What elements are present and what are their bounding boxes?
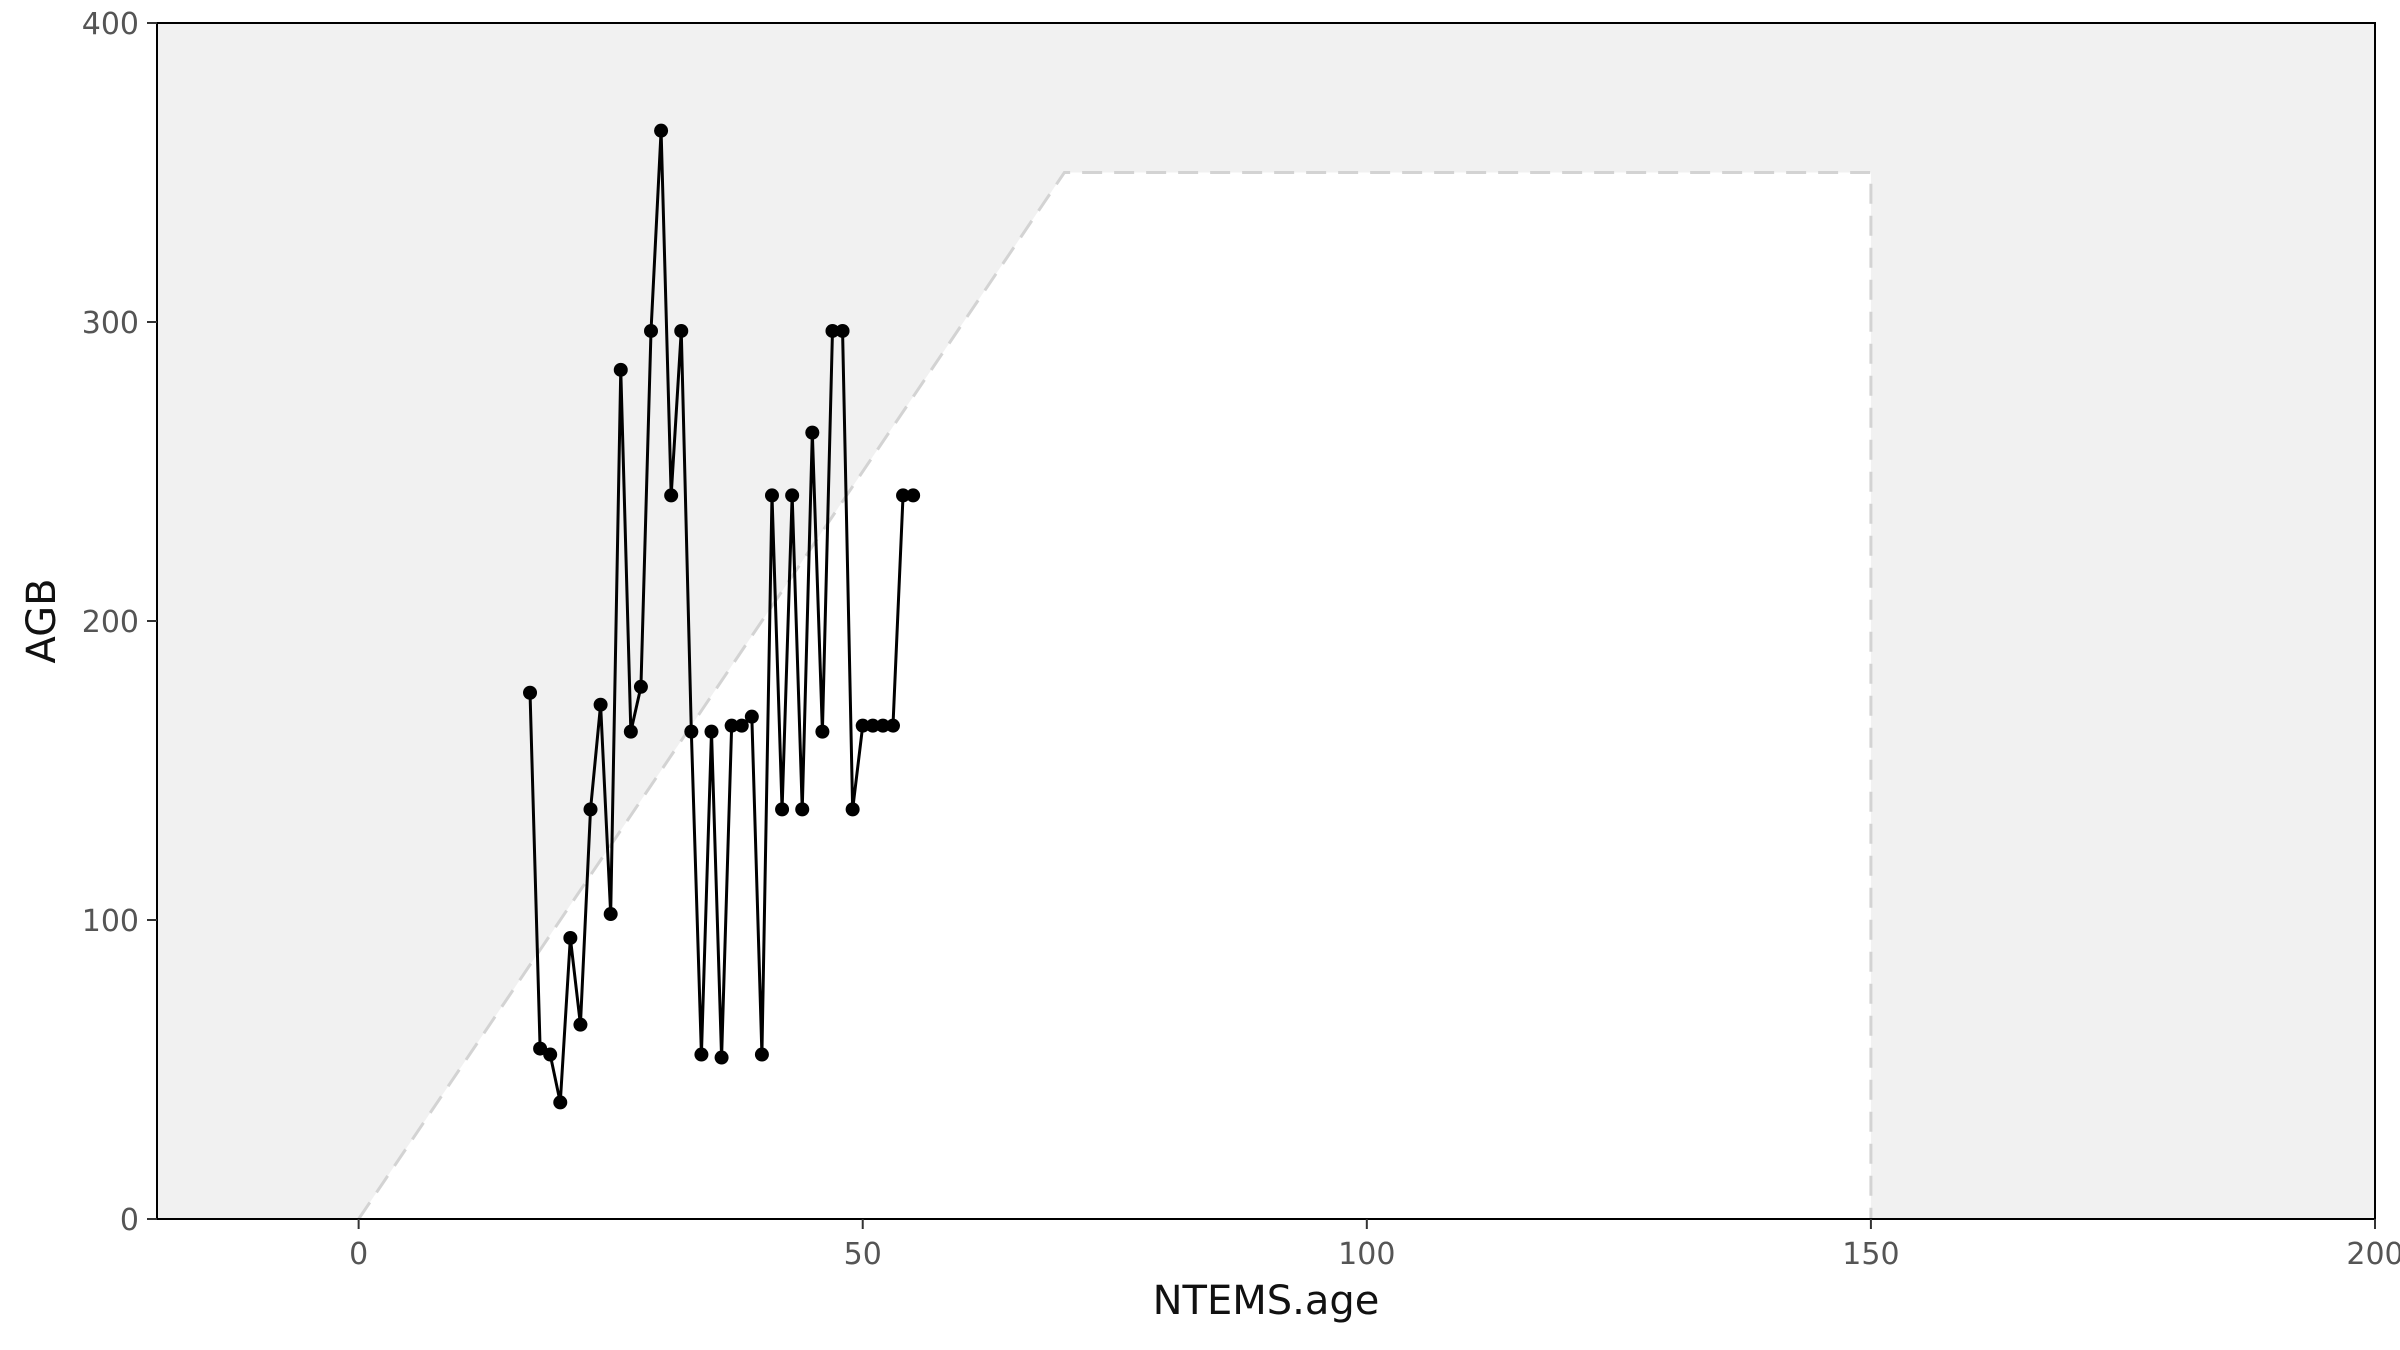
data-point (865, 718, 880, 733)
data-point (875, 718, 890, 733)
data-point (896, 488, 911, 503)
data-point (825, 323, 840, 338)
y-tick-label: 200 (82, 605, 139, 640)
data-point (664, 488, 679, 503)
data-point (623, 724, 638, 739)
x-axis: 0 50 100 150 200 (349, 1219, 2400, 1272)
x-tick-label: 150 (1842, 1237, 1899, 1272)
data-point (795, 802, 810, 817)
data-point (633, 679, 648, 694)
boundary-dashed-line (357, 171, 1873, 1220)
data-point (674, 323, 689, 338)
data-point (583, 802, 598, 817)
data-point (684, 724, 699, 739)
feasible-region (358, 172, 1871, 1219)
y-tick-label: 300 (82, 306, 139, 341)
data-point (654, 123, 669, 138)
y-tick-label: 400 (82, 7, 139, 42)
data-point (764, 488, 779, 503)
data-point (754, 1047, 769, 1062)
data-point (815, 724, 830, 739)
data-point (613, 362, 628, 377)
data-point (845, 802, 860, 817)
data-point (533, 1041, 548, 1056)
data-point (523, 685, 538, 700)
x-tick-label: 100 (1338, 1237, 1395, 1272)
x-tick-label: 200 (2346, 1237, 2400, 1272)
data-point (835, 323, 850, 338)
y-axis-title: AGB (19, 578, 65, 663)
data-point (744, 709, 759, 724)
data-point (724, 718, 739, 733)
data-point (593, 697, 608, 712)
data-point (553, 1095, 568, 1110)
y-axis: 0 100 200 300 400 (82, 7, 157, 1238)
data-point (855, 718, 870, 733)
data-point (775, 802, 790, 817)
data-point (785, 488, 800, 503)
y-tick-label: 100 (82, 904, 139, 939)
x-tick-label: 0 (349, 1237, 368, 1272)
data-point (644, 323, 659, 338)
series-points (523, 123, 921, 1110)
x-tick-label: 50 (844, 1237, 882, 1272)
data-point (885, 718, 900, 733)
data-point (603, 907, 618, 922)
data-point (734, 718, 749, 733)
y-tick-label: 0 (120, 1203, 139, 1238)
data-point (714, 1050, 729, 1065)
data-point (543, 1047, 558, 1062)
data-point (694, 1047, 709, 1062)
data-point (906, 488, 921, 503)
x-axis-title: NTEMS.age (1153, 1278, 1380, 1324)
data-point (563, 930, 578, 945)
data-point (704, 724, 719, 739)
data-point (573, 1017, 588, 1032)
data-point (805, 425, 820, 440)
